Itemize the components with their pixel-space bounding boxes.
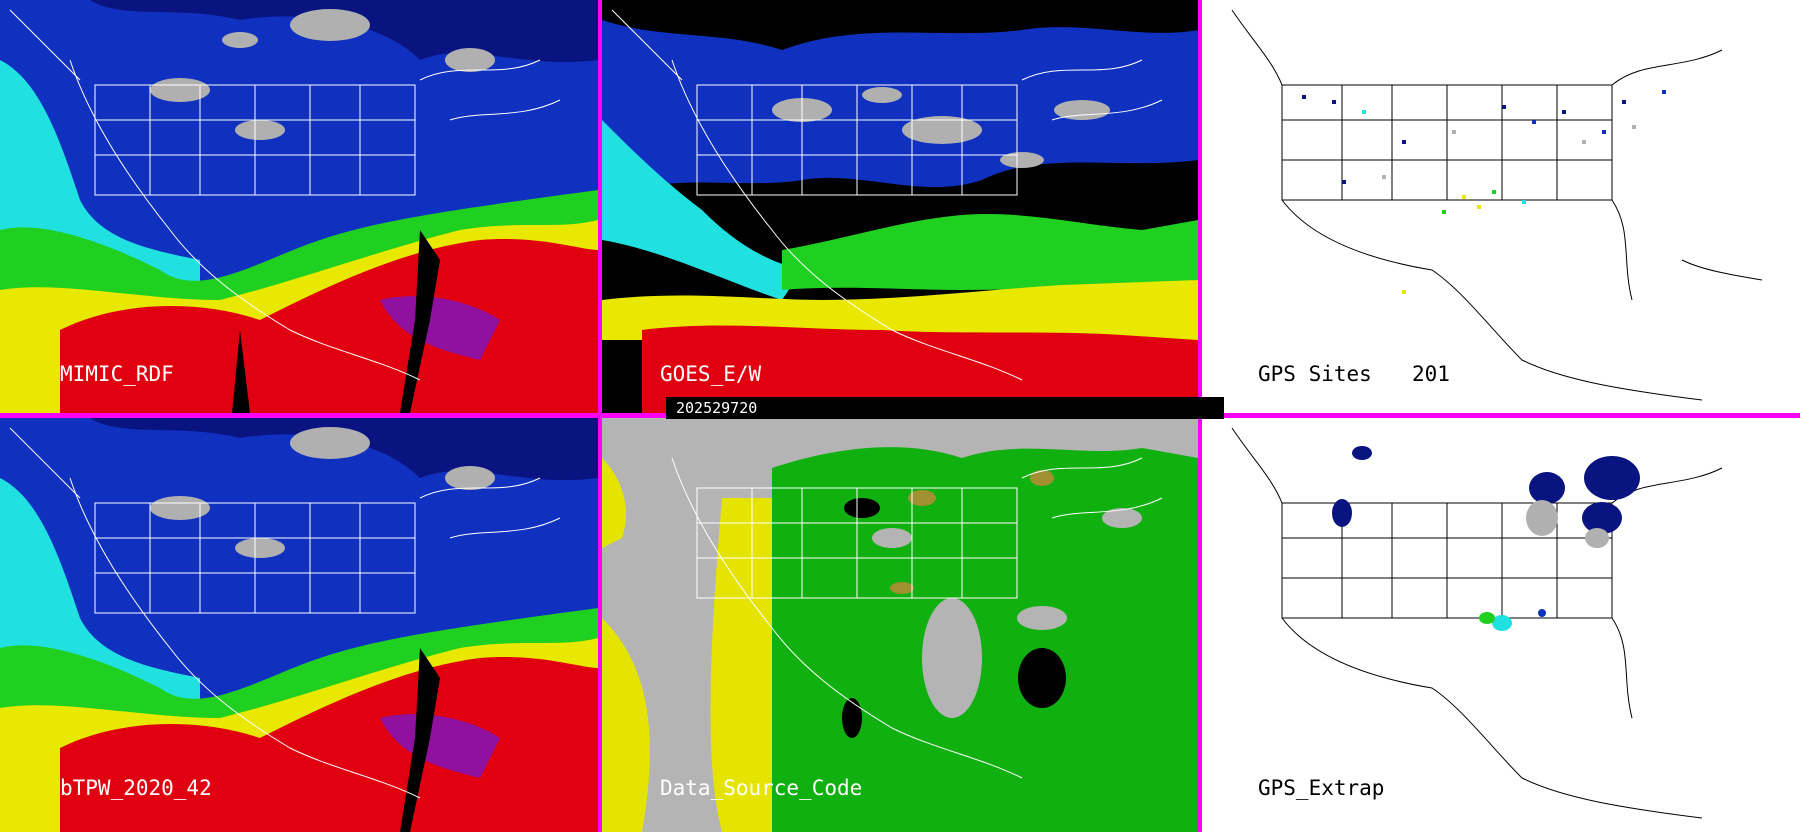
map-panel-gps-extrap: GPS_Extrap — [1202, 418, 1800, 832]
panel-label: Data_Source_Code — [660, 776, 863, 800]
precip-water-map — [0, 0, 598, 413]
gps-site-markers — [1302, 90, 1666, 294]
panel-label: GPS Sites — [1258, 362, 1372, 386]
map-panel-btpw: bTPW_2020_42 — [0, 418, 598, 832]
gps-sites-map — [1202, 0, 1800, 413]
satellite-precip-map — [602, 0, 1198, 413]
map-panel-gps-sites: GPS Sites 201 — [1202, 0, 1800, 413]
panel-label: MIMIC_RDF — [60, 362, 174, 386]
data-source-map — [602, 418, 1198, 832]
timestamp-bar: 202529720 — [666, 397, 1224, 419]
map-panel-mimic-rdf: MIMIC_RDF — [0, 0, 598, 413]
panel-label: GOES_E/W — [660, 362, 762, 386]
map-panel-goes-ew: GOES_E/W — [602, 0, 1198, 413]
panel-label: bTPW_2020_42 — [60, 776, 212, 800]
map-panel-data-source-code: Data_Source_Code — [602, 418, 1198, 832]
gps-site-count: 201 — [1412, 362, 1450, 386]
gps-extrap-map — [1202, 418, 1800, 832]
blended-tpw-map — [0, 418, 598, 832]
gps-extrap-blobs — [1332, 446, 1640, 631]
panel-label: GPS_Extrap — [1258, 776, 1385, 800]
